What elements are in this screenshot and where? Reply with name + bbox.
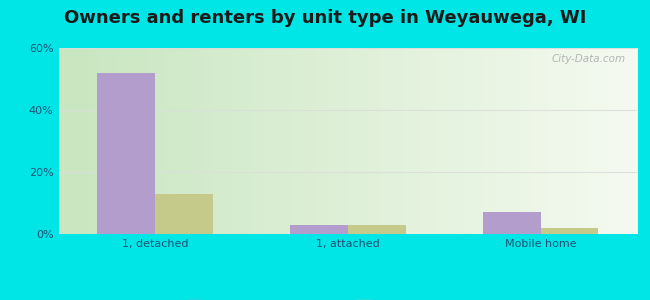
Text: Owners and renters by unit type in Weyauwega, WI: Owners and renters by unit type in Weyau… — [64, 9, 586, 27]
Bar — [348, 225, 406, 234]
Bar — [483, 212, 541, 234]
Bar — [155, 194, 213, 234]
Bar — [97, 73, 155, 234]
Legend: Owner occupied units, Renter occupied units: Owner occupied units, Renter occupied un… — [182, 295, 514, 300]
Bar — [541, 228, 599, 234]
Bar — [290, 225, 348, 234]
Text: City-Data.com: City-Data.com — [551, 54, 625, 64]
